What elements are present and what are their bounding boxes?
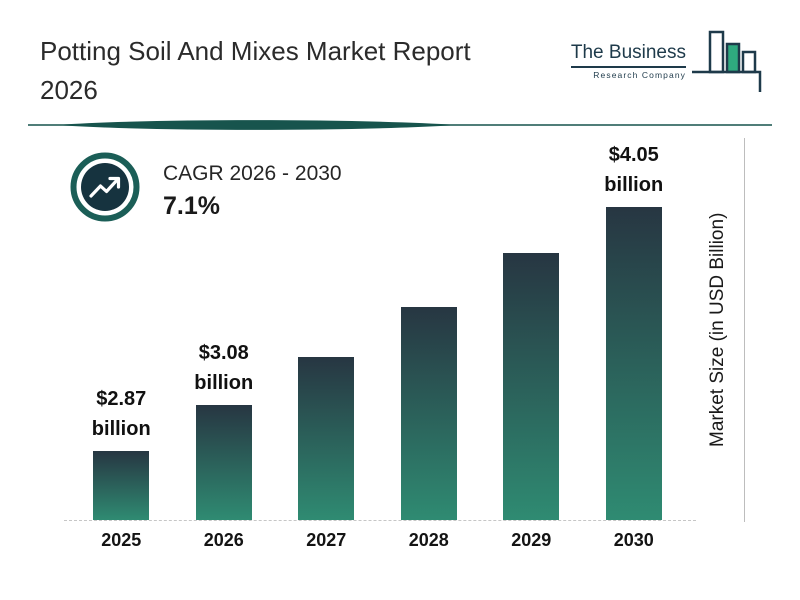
- bar-chart-plot: $2.87 billion $3.08 billion $4.05 billion: [70, 140, 685, 520]
- company-logo-subtext: Research Company: [593, 70, 686, 80]
- company-logo: The Business Research Company: [570, 28, 764, 99]
- bar-group-2027: [275, 140, 378, 520]
- x-axis-labels: 2025 2026 2027 2028 2029 2030: [70, 530, 685, 551]
- x-axis-label-2027: 2027: [306, 530, 347, 550]
- bar-value-label-2026: $3.08 billion: [194, 342, 254, 394]
- bar-group-2028: [378, 140, 481, 520]
- bar-group-2025: $2.87 billion: [70, 140, 173, 520]
- lens-divider: [28, 118, 772, 132]
- x-axis-label-2025: 2025: [101, 530, 142, 550]
- x-axis-label-2029: 2029: [511, 530, 552, 550]
- bar-chart-logo-icon: [690, 28, 764, 99]
- cagr-label: CAGR 2026 - 2030: [163, 162, 342, 185]
- cagr-value: 7.1%: [163, 192, 220, 220]
- x-axis-label-2026: 2026: [203, 530, 244, 550]
- cagr-block: CAGR 2026 - 2030 7.1%: [163, 162, 342, 221]
- bar-2028: [400, 307, 457, 520]
- y-axis-line: [744, 138, 745, 522]
- page-title: Potting Soil And Mixes Market Report 202…: [40, 32, 540, 110]
- bar-group-2029: [480, 140, 583, 520]
- page-title-line2: 2026: [40, 75, 98, 105]
- x-axis-label-2028: 2028: [408, 530, 449, 550]
- x-axis-label-2030: 2030: [613, 530, 654, 550]
- bar-value-label-2030: $4.05 billion: [604, 144, 664, 196]
- bar-2029: [503, 253, 560, 520]
- trending-up-icon: [70, 152, 140, 222]
- company-logo-text: The Business Research Company: [570, 28, 686, 80]
- bar-2025: [93, 451, 150, 520]
- bar-2027: [298, 357, 355, 520]
- bar-group-2026: $3.08 billion: [173, 140, 276, 520]
- bar-group-2030: $4.05 billion: [583, 140, 686, 520]
- bar-2026: [195, 405, 252, 520]
- company-logo-name: The Business: [570, 42, 686, 68]
- bar-2030: [605, 207, 662, 520]
- y-axis-title: Market Size (in USD Billion): [707, 212, 728, 448]
- chart-baseline: [64, 520, 696, 521]
- page-title-line1: Potting Soil And Mixes Market Report: [40, 36, 471, 66]
- bar-value-label-2025: $2.87 billion: [91, 388, 151, 440]
